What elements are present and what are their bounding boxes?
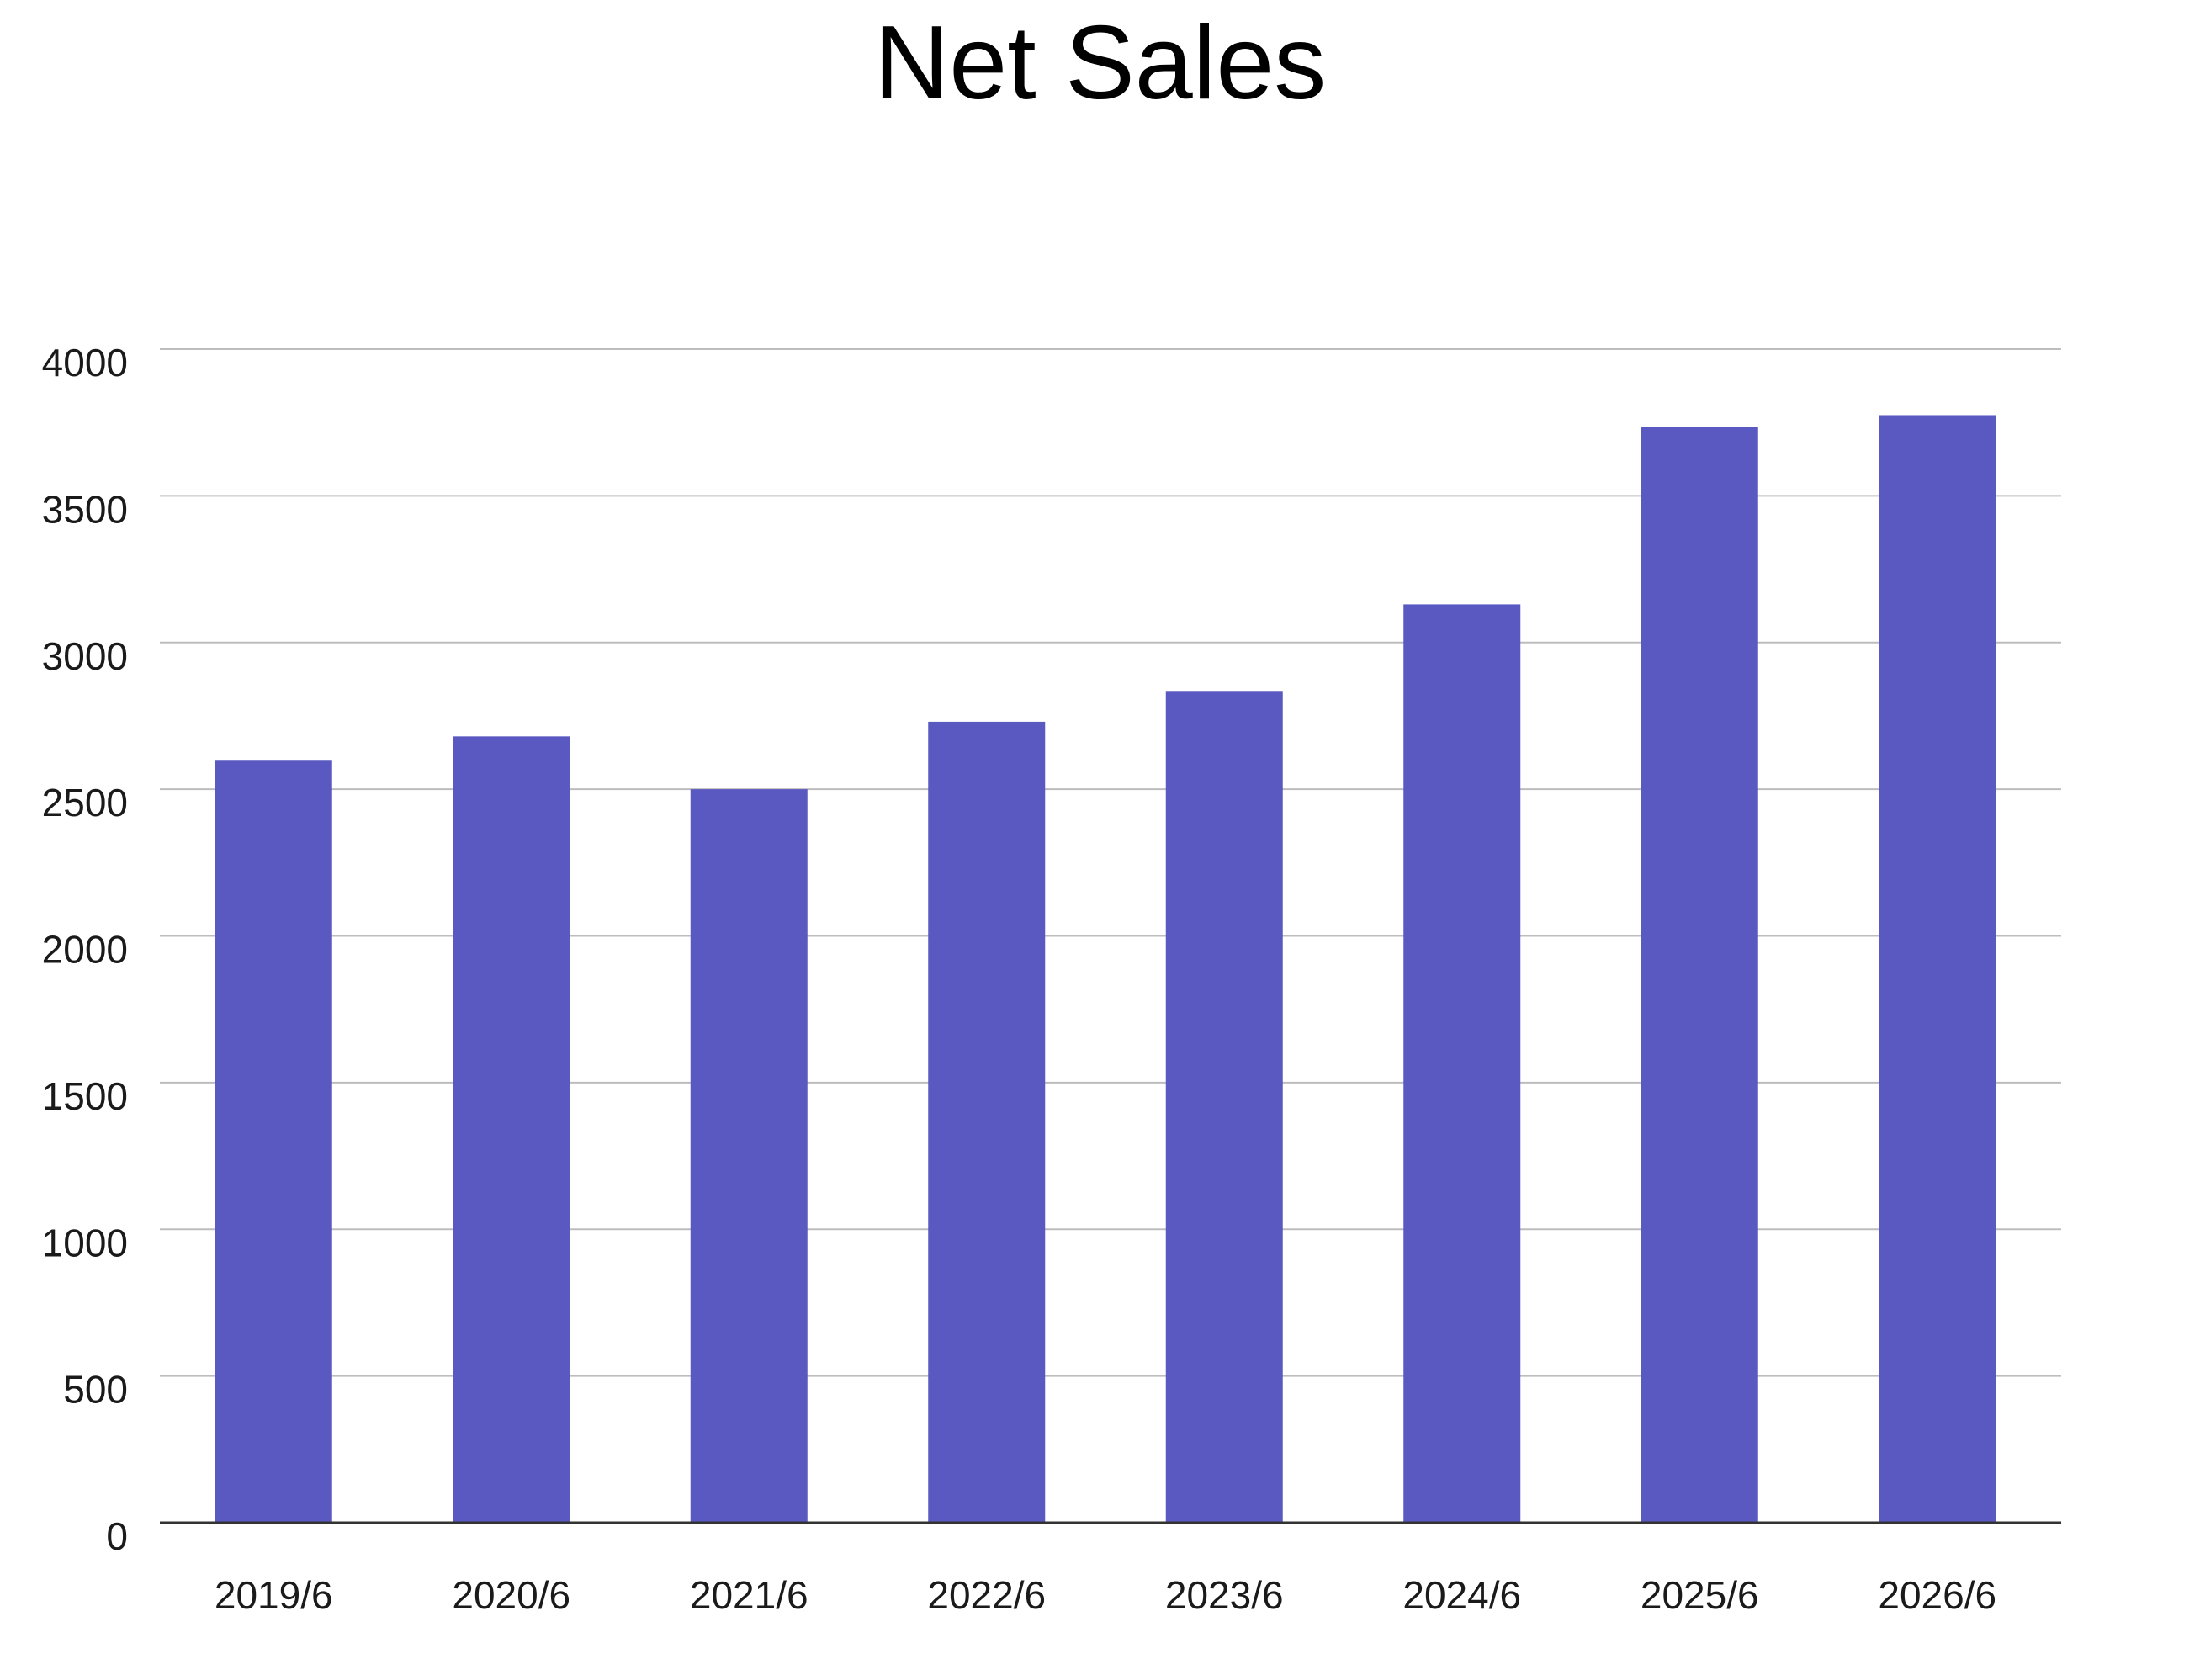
bar <box>1641 427 1758 1524</box>
x-tick-label: 2023/6 <box>1165 1573 1284 1617</box>
y-tick-label: 3500 <box>42 487 128 531</box>
bar <box>1879 415 1996 1523</box>
bar <box>1403 604 1521 1523</box>
x-tick-label: 2021/6 <box>690 1573 808 1617</box>
bars <box>215 415 1996 1524</box>
x-tick-label: 2020/6 <box>452 1573 570 1617</box>
x-tick-label: 2025/6 <box>1641 1573 1759 1617</box>
y-tick-label: 4000 <box>42 341 128 384</box>
x-tick-label: 2024/6 <box>1402 1573 1521 1617</box>
gridlines <box>160 348 2061 1377</box>
y-tick-label: 1500 <box>42 1074 128 1118</box>
y-axis-tick-labels: 0 500 1000 1500 2000 2500 3000 3500 4000 <box>42 341 128 1558</box>
x-axis-tick-labels: 2019/6 2020/6 2021/6 2022/6 2023/6 2024/6 2025… <box>215 1573 1996 1617</box>
bar <box>453 736 570 1523</box>
y-tick-label: 1000 <box>42 1221 128 1264</box>
x-tick-label: 2022/6 <box>927 1573 1046 1617</box>
y-tick-label: 0 <box>106 1514 128 1558</box>
y-tick-label: 500 <box>63 1368 128 1412</box>
y-tick-label: 2000 <box>42 928 128 972</box>
x-tick-label: 2019/6 <box>215 1573 333 1617</box>
bar <box>690 789 808 1523</box>
chart-title: Net Sales <box>873 5 1327 121</box>
x-tick-label: 2026/6 <box>1878 1573 1996 1617</box>
y-tick-label: 2500 <box>42 781 128 824</box>
bar <box>928 721 1046 1523</box>
bar <box>215 760 332 1523</box>
y-tick-label: 3000 <box>42 634 128 678</box>
bar <box>1165 691 1283 1523</box>
